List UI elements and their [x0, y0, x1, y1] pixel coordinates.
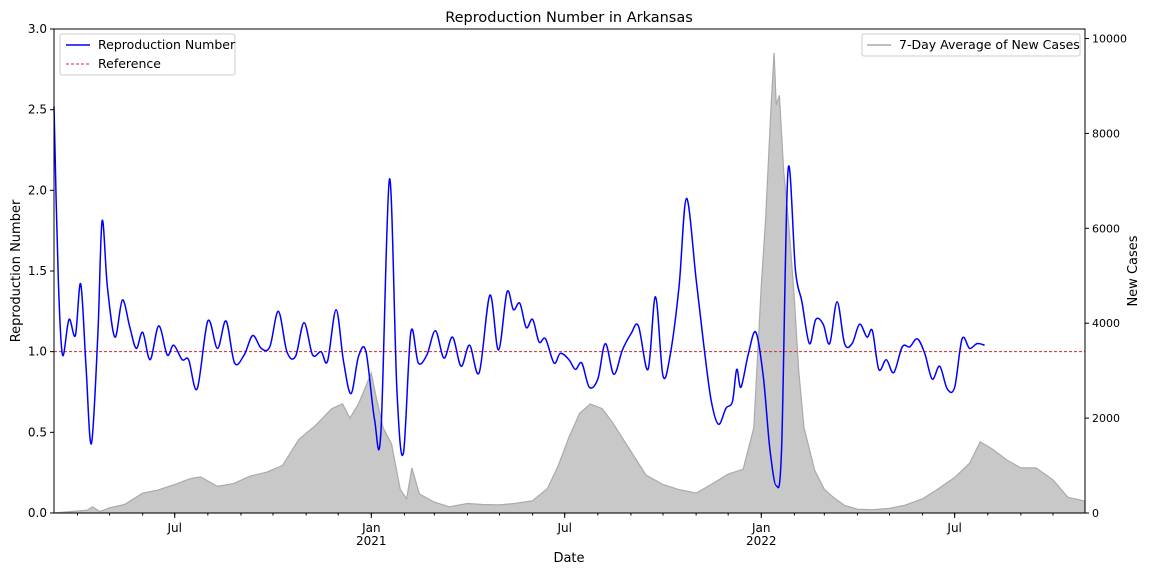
- x-tick-label: Jan: [361, 521, 381, 535]
- y-axis-right-title: New Cases: [1126, 235, 1141, 306]
- left-axis: 0.0 0.5 1.0 1.5 2.0 2.5 3.0: [28, 22, 54, 520]
- legend-label-reproduction: Reproduction Number: [98, 37, 236, 52]
- y-right-tick-label: 4000: [1092, 317, 1120, 330]
- legend-label-reference: Reference: [98, 56, 161, 71]
- legend-left-box: [59, 33, 236, 76]
- y-right-tick-label: 6000: [1092, 222, 1120, 235]
- y-axis-title: Reproduction Number: [9, 199, 24, 342]
- cases-area: [53, 52, 1086, 514]
- y-tick-label: 2.5: [28, 103, 47, 117]
- y-tick-label: 1.5: [28, 264, 47, 278]
- legend-right-box: [861, 33, 1081, 57]
- y-tick-label: 0.5: [28, 425, 47, 439]
- legend-left: Reproduction Number Reference: [59, 33, 236, 76]
- chart-title: Reproduction Number in Arkansas: [445, 10, 693, 26]
- x-axis-title: Date: [553, 551, 584, 566]
- x-tick-label: Jul: [946, 521, 961, 535]
- y-right-tick-label: 10000: [1092, 32, 1127, 45]
- legend-label-cases: 7-Day Average of New Cases: [899, 37, 1080, 52]
- reproduction-number-line: [53, 106, 985, 489]
- legend-right: 7-Day Average of New Cases: [861, 33, 1081, 57]
- y-tick-label: 3.0: [28, 22, 47, 36]
- x-tick-label: Jul: [166, 521, 181, 535]
- x-tick-label: Jul: [556, 521, 571, 535]
- y-right-tick-label: 2000: [1092, 412, 1120, 425]
- y-tick-label: 1.0: [28, 345, 47, 359]
- right-axis: 0 2000 4000 6000 8000 10000: [1085, 32, 1127, 520]
- y-right-tick-label: 8000: [1092, 127, 1120, 140]
- y-tick-label: 0.0: [28, 506, 47, 520]
- x-tick-year-label: 2022: [746, 534, 777, 548]
- reproduction-line-layer: [53, 106, 985, 489]
- cases-area-layer: [53, 52, 1086, 514]
- x-tick-year-label: 2021: [356, 534, 387, 548]
- x-tick-label: Jan: [751, 521, 771, 535]
- y-right-tick-label: 0: [1092, 507, 1099, 520]
- y-tick-label: 2.0: [28, 183, 47, 197]
